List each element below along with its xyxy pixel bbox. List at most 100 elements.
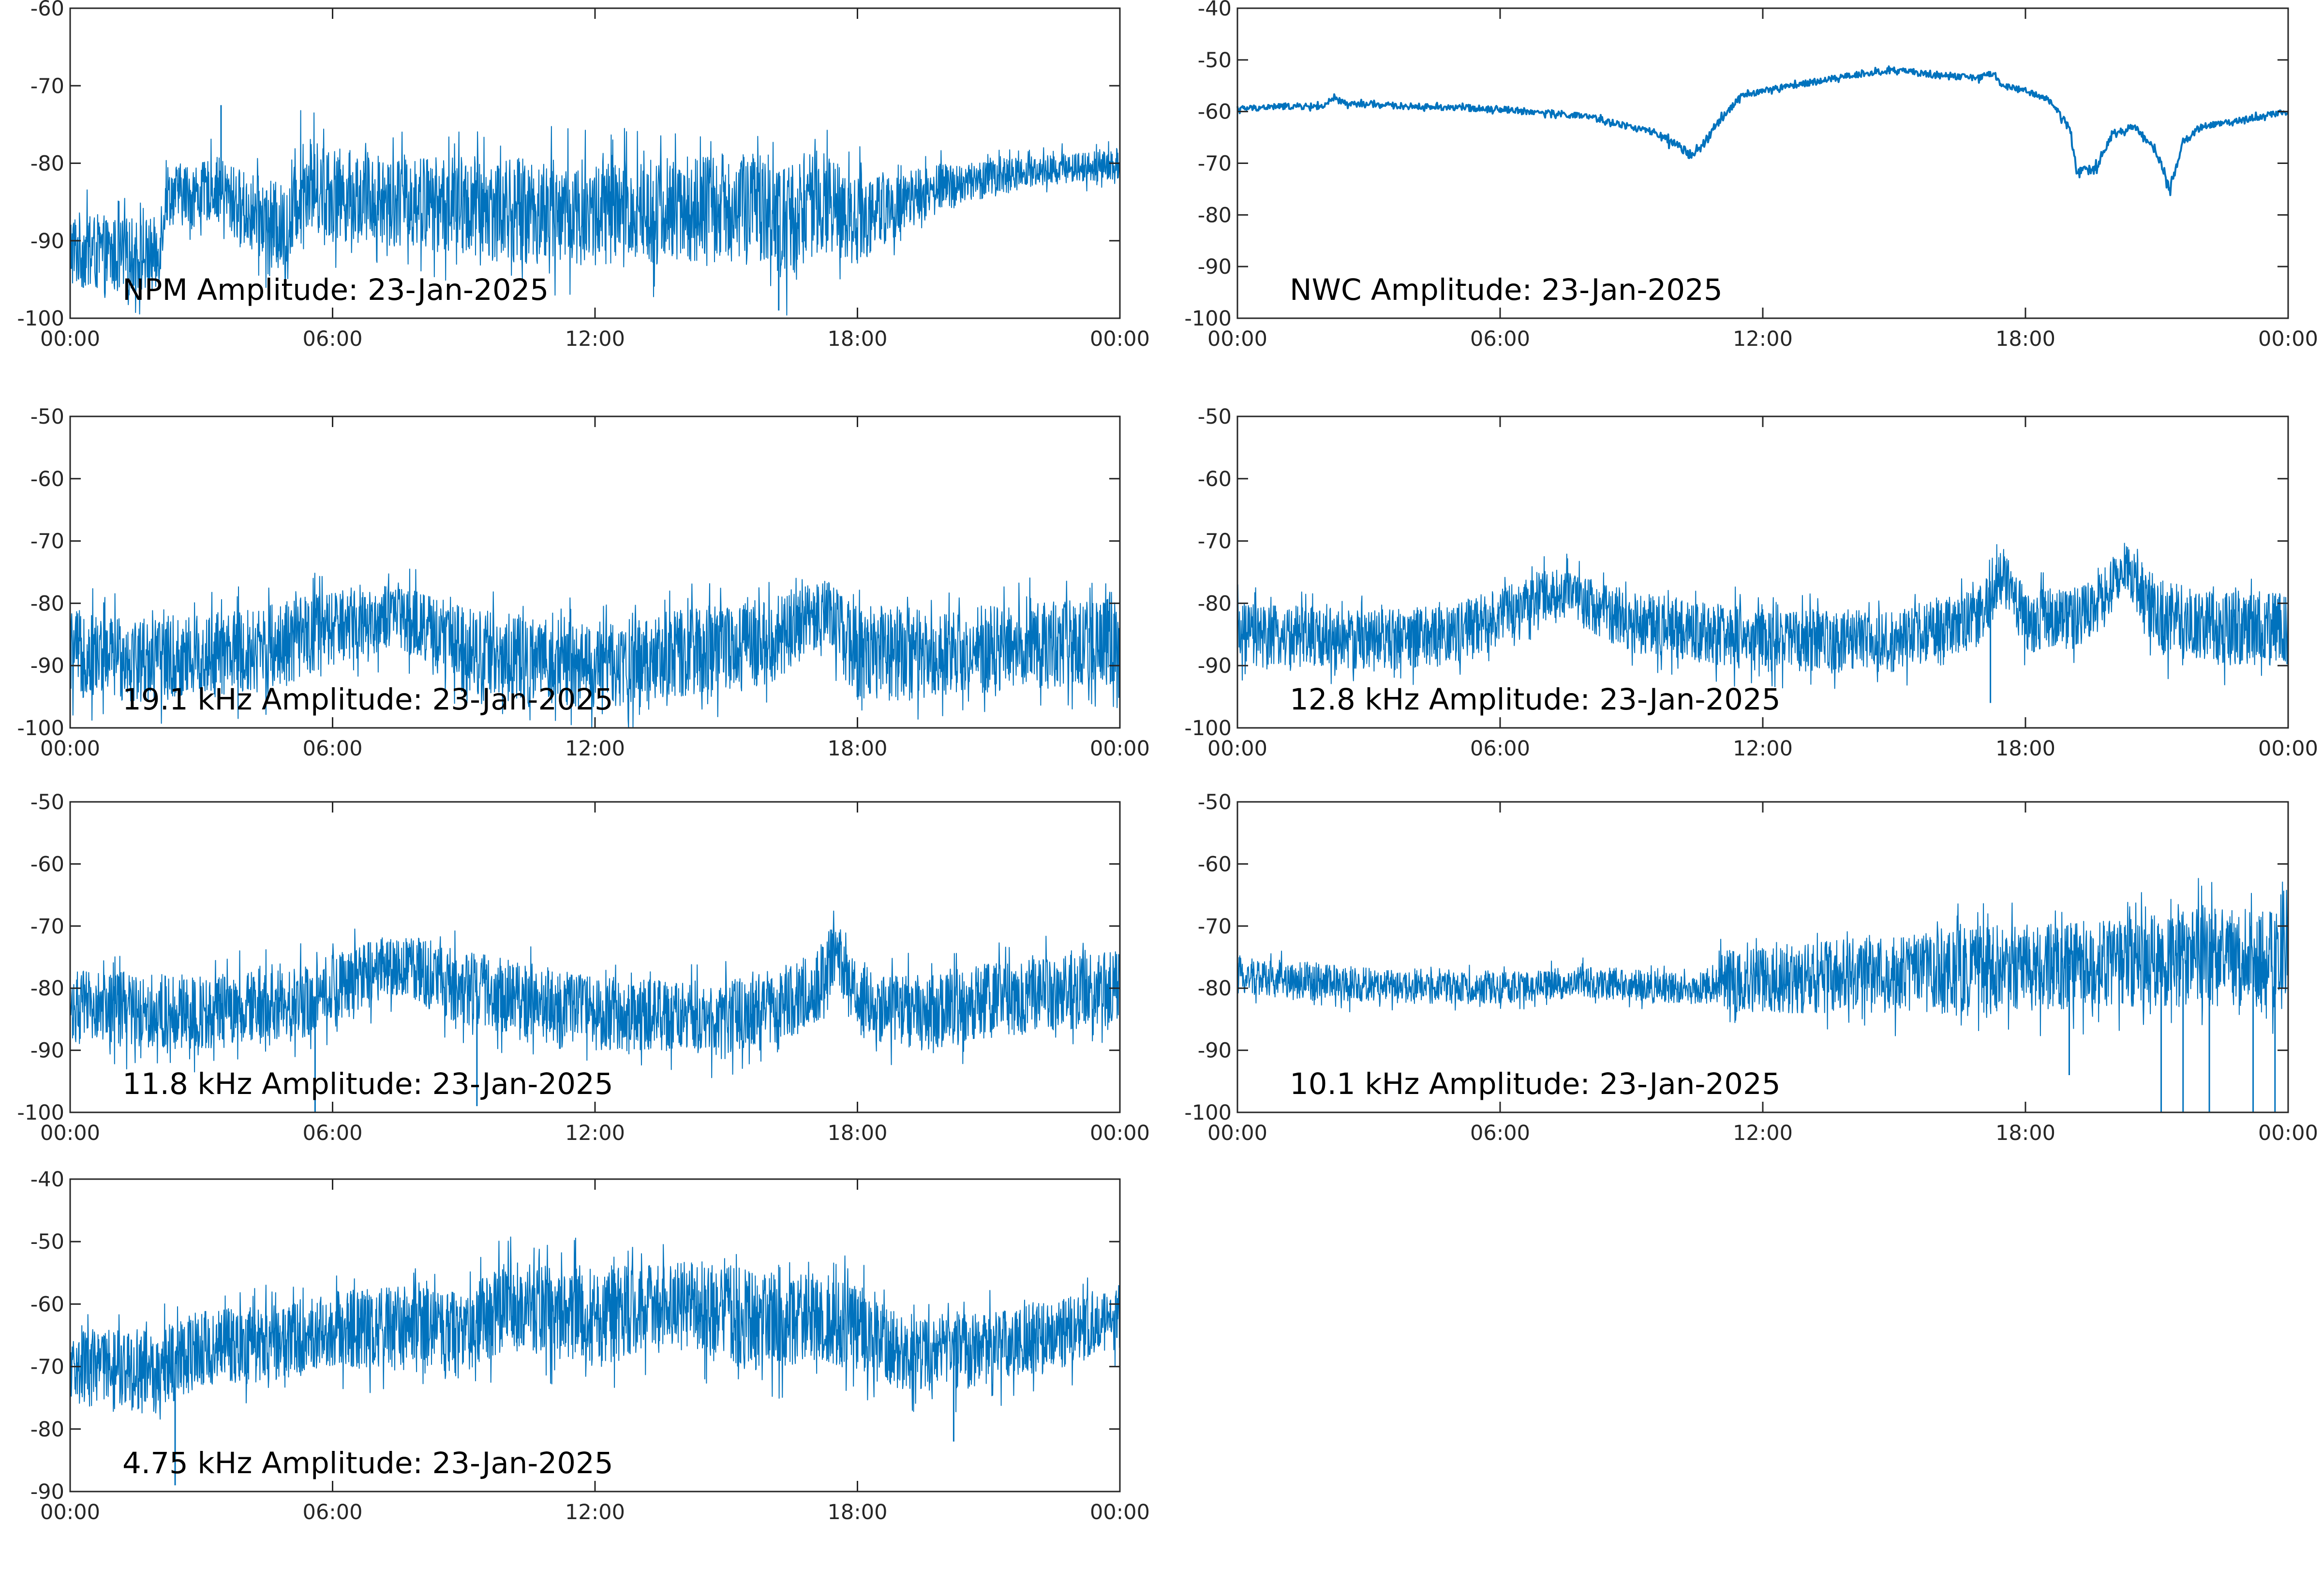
x-tick-label: 06:00 [303,737,363,761]
y-tick-label: -50 [1198,790,1232,814]
x-tick-label: 12:00 [565,327,625,351]
x-tick-label: 06:00 [1470,737,1530,761]
panel-title: NPM Amplitude: 23-Jan-2025 [122,273,549,307]
signal-trace [70,110,1120,316]
y-tick-label: -60 [1198,100,1232,124]
y-tick-label: -70 [1198,152,1232,176]
x-tick-label: 00:00 [1207,327,1267,351]
x-tick-label: 06:00 [303,327,363,351]
panel-title: 12.8 kHz Amplitude: 23-Jan-2025 [1290,682,1781,717]
x-tick-label: 00:00 [1090,737,1150,761]
y-tick-label: -60 [30,1292,64,1316]
y-tick-label: -70 [30,915,64,939]
x-tick-label: 12:00 [565,737,625,761]
x-tick-label: 06:00 [1470,327,1530,351]
plot-area [69,7,1121,319]
y-tick-label: -50 [1198,405,1232,429]
y-tick-label: -100 [17,716,64,740]
y-tick-label: -70 [1198,915,1232,939]
y-tick-label: -90 [30,1480,64,1504]
signal-trace [70,568,1120,728]
x-tick-label: 06:00 [303,1500,363,1524]
y-tick-label: -40 [1198,0,1232,21]
y-tick-label: -80 [1198,591,1232,616]
y-tick-label: -90 [1198,1039,1232,1063]
y-tick-label: -50 [30,790,64,814]
x-tick-label: 18:00 [828,1121,888,1145]
y-tick-label: -90 [30,229,64,253]
signal-trace [70,1236,1120,1420]
y-tick-label: -60 [1198,852,1232,876]
plot-area [69,801,1121,1113]
x-tick-label: 00:00 [1090,1121,1150,1145]
x-tick-label: 18:00 [1995,327,2055,351]
plot-area [1236,7,2289,319]
x-tick-label: 00:00 [1207,1121,1267,1145]
x-tick-label: 12:00 [1733,327,1793,351]
signal-trace [1237,878,2289,1036]
x-tick-label: 12:00 [1733,737,1793,761]
y-tick-label: -80 [30,152,64,176]
y-tick-label: -60 [1198,467,1232,491]
y-tick-label: -100 [1184,307,1232,331]
signal-trace [1236,65,2289,196]
y-tick-label: -40 [30,1167,64,1192]
panel-title: NWC Amplitude: 23-Jan-2025 [1290,273,1723,307]
x-tick-label: 18:00 [828,737,888,761]
y-tick-label: -70 [30,530,64,554]
panel-title: 4.75 kHz Amplitude: 23-Jan-2025 [122,1446,613,1480]
x-tick-label: 06:00 [303,1121,363,1145]
x-tick-label: 00:00 [1207,737,1267,761]
panel-title: 19.1 kHz Amplitude: 23-Jan-2025 [122,682,613,717]
x-tick-label: 18:00 [828,327,888,351]
y-tick-label: -70 [30,74,64,98]
y-tick-label: -60 [30,0,64,21]
y-tick-label: -100 [1184,716,1232,740]
signal-trace [1237,543,2289,689]
y-tick-label: -100 [17,307,64,331]
x-tick-label: 00:00 [2258,737,2318,761]
panel-title: 10.1 kHz Amplitude: 23-Jan-2025 [1290,1067,1781,1101]
y-tick-label: -80 [30,1418,64,1442]
signal-trace [70,910,1120,1079]
x-tick-label: 00:00 [40,327,100,351]
y-tick-label: -50 [30,1230,64,1254]
y-tick-label: -90 [1198,654,1232,678]
y-tick-label: -80 [30,976,64,1001]
y-tick-label: -80 [1198,976,1232,1001]
y-tick-label: -60 [30,467,64,491]
x-tick-label: 12:00 [1733,1121,1793,1145]
x-tick-label: 00:00 [40,1121,100,1145]
y-tick-label: -90 [30,654,64,678]
x-tick-label: 12:00 [565,1500,625,1524]
x-tick-label: 00:00 [1090,1500,1150,1524]
x-tick-label: 18:00 [1995,737,2055,761]
y-tick-label: -90 [30,1039,64,1063]
y-tick-label: -80 [30,591,64,616]
plot-area [69,1178,1121,1493]
y-tick-label: -80 [1198,203,1232,227]
x-tick-label: 00:00 [2258,327,2318,351]
y-tick-label: -100 [1184,1101,1232,1125]
y-tick-label: -50 [30,405,64,429]
x-tick-label: 00:00 [1090,327,1150,351]
x-tick-label: 18:00 [828,1500,888,1524]
x-tick-label: 00:00 [40,737,100,761]
y-tick-label: -50 [1198,48,1232,73]
x-tick-label: 00:00 [2258,1121,2318,1145]
y-tick-label: -90 [1198,255,1232,279]
y-tick-label: -100 [17,1101,64,1125]
y-tick-label: -60 [30,852,64,876]
x-tick-label: 18:00 [1995,1121,2055,1145]
y-tick-label: -70 [1198,530,1232,554]
x-tick-label: 12:00 [565,1121,625,1145]
